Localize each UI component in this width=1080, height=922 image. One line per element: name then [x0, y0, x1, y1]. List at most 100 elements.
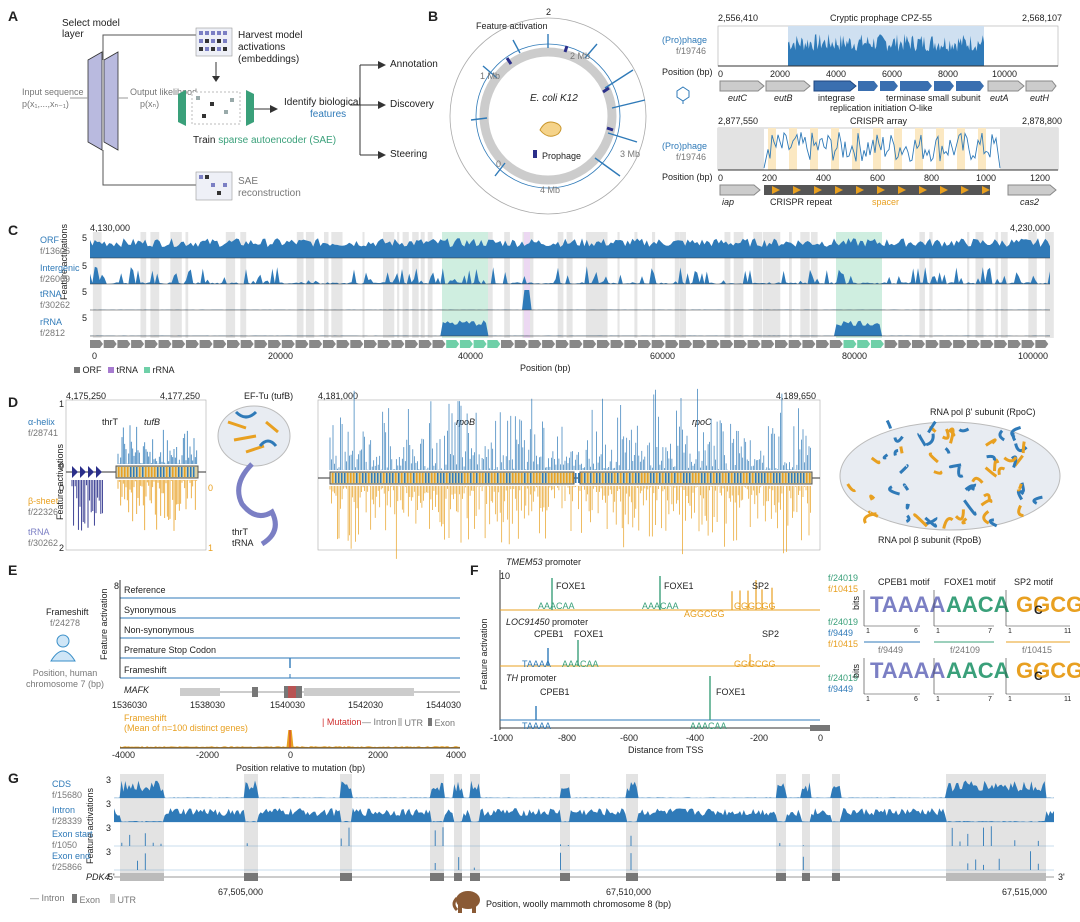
motif-logo-cpeb1-bot: TAAAA: [870, 658, 946, 683]
d-mid-chart: [317, 388, 821, 559]
motif-tick-6b: 11: [1064, 696, 1072, 703]
features-label: features: [310, 109, 347, 120]
motif-bits-2: bits: [851, 663, 861, 678]
train-sparse: sparse autoencoder (SAE): [218, 135, 337, 146]
c-legend-rrna: rRNA: [144, 366, 175, 375]
b-top-gene-track: [719, 80, 1057, 92]
crispr-repeat-label: CRISPR repeat: [770, 197, 833, 207]
motif-logo-cpeb1-top: TAAAA: [870, 592, 946, 617]
f-p2-name: LOC91450: [506, 617, 550, 627]
e-row-stop: Premature Stop Codon: [124, 645, 217, 655]
b-top-start: 2,556,410: [718, 13, 759, 23]
b-bot-axis-800: 800: [924, 173, 940, 183]
e-rows: [119, 580, 460, 679]
b-bottom-end: 2,878,800: [1022, 116, 1063, 126]
motif-feat-24109: f/24109: [950, 645, 981, 655]
b-bottom-track: [717, 127, 1059, 171]
e-xlabel: Position relative to mutation (bp): [236, 763, 366, 773]
spacer-label: spacer: [872, 197, 900, 207]
d-trna-feature: f/30262: [28, 538, 59, 548]
f-p2-motif-foxe1: FOXE1: [574, 629, 604, 639]
f-p2-seq-1: TAAAA: [522, 659, 551, 669]
e-legend-intron: — Intron: [362, 717, 397, 727]
g-coord-3: 67,515,000: [1002, 887, 1048, 897]
motif-tick-3a: 1: [1008, 628, 1012, 635]
f-promoter-1-title: TMEM53 promoter: [506, 558, 581, 567]
g-legend-exon-label: Exon: [79, 895, 101, 905]
g-legend-utr: UTR: [110, 894, 136, 905]
motif-tick-1a: 1: [866, 628, 870, 635]
b-bot-axis-400: 400: [816, 173, 832, 183]
g-xlabel: Position, woolly mammoth chromosome 8 (b…: [486, 899, 672, 909]
motif-tick-1b: 6: [914, 628, 918, 635]
train-prefix: Train: [193, 135, 216, 146]
g-track-exonstart-name: Exon start: [52, 829, 93, 839]
motif-axes: [863, 590, 1070, 695]
f-p1-feat-1: f/24019: [828, 573, 859, 583]
b-tick-2: 2: [546, 7, 552, 17]
f-p1-motif-foxe1b: FOXE1: [664, 581, 694, 591]
d-left-chart: [65, 399, 207, 551]
motif-tick-2a: 1: [936, 628, 940, 635]
d-rpoB: rpoB: [456, 417, 476, 427]
c-y-5d: 5: [82, 313, 88, 323]
motif-logo-sp2-c-bot: C: [1034, 669, 1043, 683]
f-p2-motif-sp2: SP2: [762, 629, 780, 639]
motif-tick-4a: 1: [866, 696, 870, 703]
e-legend-mutation-label: Mutation: [326, 717, 362, 727]
d-y-0b: 0: [59, 483, 65, 493]
f-p3-feat-2: f/9449: [828, 684, 854, 694]
f-p1-name: TMEM53: [506, 557, 543, 567]
d-y-o0: 0: [208, 483, 214, 493]
output-likelihood-label: Output likelihood: [130, 87, 198, 97]
e-position-human: Position, human chromosome 7 (bp): [25, 668, 105, 689]
b-bottom-track-label: (Pro)phage: [662, 141, 708, 151]
e-gene: MAFK: [124, 685, 150, 695]
f-p3-feat-1: f/24019: [828, 673, 859, 683]
eftu-structure: [217, 405, 291, 547]
e-coord-3: 1542030: [348, 700, 384, 710]
b-bot-axis-1000: 1000: [976, 173, 997, 183]
e-x-m4000: -4000: [112, 750, 136, 760]
f-p2-motif-cpeb1: CPEB1: [534, 629, 564, 639]
gene-eutB: eutB: [774, 93, 793, 103]
e-coord-1: 1538030: [190, 700, 226, 710]
g-three: 3': [1058, 872, 1065, 882]
d-thrT: thrT: [102, 417, 119, 427]
gene-replication: replication initiation O-like: [830, 103, 933, 113]
train-label: Train sparse autoencoder (SAE): [193, 136, 336, 146]
f-x-0: 0: [818, 733, 824, 743]
d-y-2: 2: [59, 543, 65, 553]
motif-logo-foxe1-bot: AACA: [946, 658, 1010, 683]
e-mean-chart: [120, 730, 460, 749]
c-x-100000: 100000: [1018, 351, 1049, 361]
f-x-m400: -400: [686, 733, 705, 743]
f-p3-motif-cpeb1: CPEB1: [540, 687, 570, 697]
g-track-exonstart-feature: f/1050: [52, 840, 78, 850]
motif-title-cpeb1: CPEB1 motif: [878, 577, 930, 587]
b-top-end: 2,568,107: [1022, 13, 1063, 23]
motif-tick-6a: 1: [1008, 696, 1012, 703]
panel-label-b: B: [428, 8, 439, 24]
f-xlabel: Distance from TSS: [628, 745, 704, 755]
g-y-exonstart: 3: [106, 823, 112, 833]
g-track-intron-feature: f/28339: [52, 816, 83, 826]
d-alpha-feature: f/28741: [28, 428, 59, 438]
discovery-label: Discovery: [390, 99, 434, 110]
g-y-intron: 3: [106, 799, 112, 809]
b-bot-axis-200: 200: [762, 173, 778, 183]
d-beta-label: β-sheet: [28, 496, 59, 506]
d-alpha-label: α-helix: [28, 417, 55, 427]
gene-terminase: terminase small subunit: [886, 93, 981, 103]
d-ylabel: Feature activations: [55, 443, 65, 520]
motif-feat-10415: f/10415: [1022, 645, 1053, 655]
gene-iap: iap: [722, 197, 735, 207]
e-row-synonymous: Synonymous: [124, 605, 177, 615]
g-track-exonend-feature: f/25866: [52, 862, 83, 872]
f-p3-name: TH: [506, 673, 518, 683]
prophage-legend: Prophage: [542, 151, 582, 161]
identify-label: Identify biological: [284, 97, 361, 108]
motif-title-sp2: SP2 motif: [1014, 577, 1054, 587]
f-p2-feat-2: f/9449: [828, 628, 854, 638]
f-p1-suffix: promoter: [542, 557, 582, 567]
